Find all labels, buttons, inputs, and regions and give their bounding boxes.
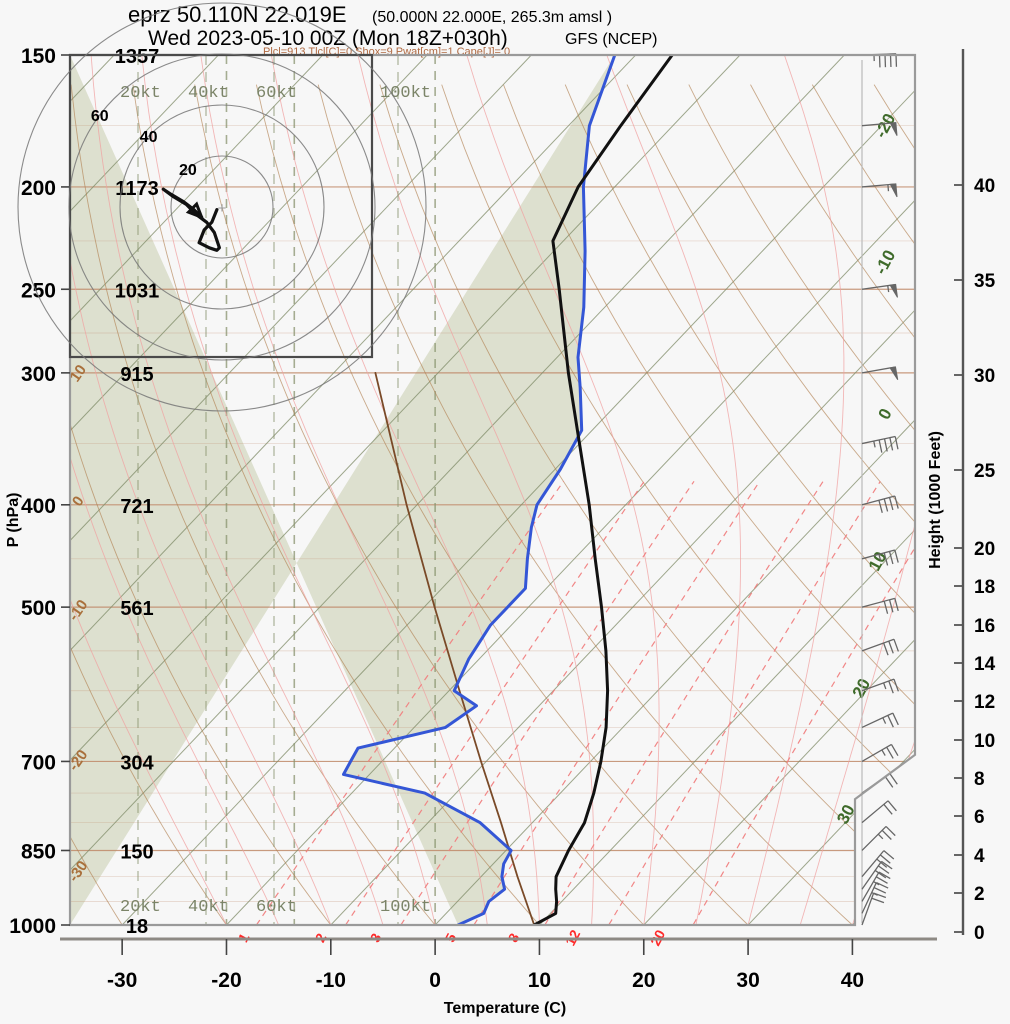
model-name: GFS (NCEP) [565, 31, 657, 48]
wind-barb [861, 860, 893, 890]
height-tick-label: 2 [974, 884, 985, 905]
sounding-parameters: Plcl=913 Tlcl[C]=0 Shox=9 Pwat[cm]=1 Cap… [263, 46, 510, 58]
wind-barb [861, 283, 898, 298]
pressure-tick-label: 250 [21, 279, 56, 302]
pressure-tick-label: 700 [21, 751, 56, 774]
wind-barb [861, 881, 889, 914]
height-tick-label: 30 [974, 366, 995, 387]
hodograph-ring [68, 53, 376, 361]
wind-speed-guide-label: 20kt [120, 84, 161, 103]
wind-barb [861, 678, 900, 694]
temperature-profile-line [532, 55, 674, 925]
pressure-tick-label: 850 [21, 840, 56, 863]
height-value-label: 915 [120, 364, 153, 386]
height-tick-label: 35 [974, 271, 996, 292]
height-tick-label: 18 [974, 577, 995, 598]
wind-barb [861, 495, 899, 513]
hodograph-inset[interactable]: 20 40 60 + [17, 2, 427, 412]
height-tick-label: 14 [974, 654, 996, 675]
wind-barb [861, 366, 899, 381]
hodograph-ring-label: 40 [140, 129, 158, 146]
wind-barb [861, 825, 896, 851]
x-axis-title: Temperature (C) [444, 1000, 566, 1017]
wind-barb [861, 743, 899, 762]
temperature-tick-label: -10 [316, 969, 346, 992]
height-tick-label: 12 [974, 692, 995, 713]
station-title: eprz 50.110N 22.019E [128, 2, 347, 27]
wind-speed-guide-label: 60kt [256, 898, 297, 917]
wind-barb [861, 122, 898, 136]
wind-speed-guide-label: 100kt [380, 84, 431, 103]
profile-curves [342, 55, 674, 925]
height-tick-label: 40 [974, 176, 995, 197]
right-axis-title: Height (1000 Feet) [927, 431, 944, 569]
wind-barb [861, 183, 898, 198]
wind-speed-guide-label: 40kt [188, 898, 229, 917]
pressure-tick-label: 150 [21, 45, 56, 68]
height-tick-label: 6 [974, 807, 985, 828]
temperature-tick-label: -20 [211, 969, 241, 992]
station-coords: (50.000N 22.000E, 265.3m amsl ) [372, 9, 612, 26]
wind-barb [861, 871, 891, 902]
wind-barb [861, 549, 899, 566]
pressure-tick-label: 200 [21, 177, 56, 200]
pressure-tick-label: 1000 [9, 915, 56, 938]
hodograph-ring [170, 155, 274, 259]
height-value-label: 561 [120, 598, 153, 620]
dry-adiabat-lines [70, 84, 915, 925]
wind-speed-guide-label: 20kt [120, 898, 161, 917]
y-axis-title: P (hPa) [5, 493, 22, 548]
height-tick-label: 25 [974, 461, 996, 482]
hodograph-frame [68, 53, 374, 359]
height-value-label: 18 [126, 916, 148, 938]
wind-barb [861, 712, 899, 729]
pressure-tick-label: 400 [21, 495, 56, 518]
height-value-label: 150 [120, 841, 153, 863]
height-tick-label: 10 [974, 731, 995, 752]
height-value-label: 1031 [115, 280, 160, 302]
pressure-tick-label: 300 [21, 363, 56, 386]
temperature-tick-label: -30 [107, 969, 137, 992]
height-tick-label: 4 [974, 846, 985, 867]
wind-speed-guide-label: 60kt [256, 84, 297, 103]
height-tick-label: 20 [974, 539, 995, 560]
wind-barb [861, 638, 900, 656]
hodograph-arrow-icon [185, 201, 205, 220]
temperature-tick-label: 40 [841, 969, 864, 992]
wind-speed-guide-label: 40kt [188, 84, 229, 103]
wind-barb [861, 850, 895, 878]
wind-barb [861, 800, 897, 824]
hodograph-ring-label: 20 [179, 162, 197, 179]
wind-speed-guides [137, 55, 399, 925]
temperature-tick-label: 0 [429, 969, 441, 992]
hodograph-track [161, 187, 221, 252]
height-tick-label: 8 [974, 769, 985, 790]
hodograph-ring-label: 60 [91, 108, 109, 125]
temperature-tick-label: 10 [528, 969, 551, 992]
dry-adiabat-label: 10 [67, 362, 90, 385]
wind-barb [861, 435, 899, 453]
temperature-tick-label: 30 [736, 969, 759, 992]
height-value-label: 721 [120, 496, 153, 518]
hodograph-ring [17, 2, 427, 412]
height-value-label: 304 [120, 752, 154, 774]
temperature-tick-label: 20 [632, 969, 655, 992]
hodograph-ring [119, 104, 325, 310]
valid-time: Wed 2023-05-10 00Z (Mon 18Z+030h) [148, 27, 508, 50]
mixing-ratio-lines [249, 480, 915, 925]
hodograph-center-marker: + [218, 200, 227, 217]
height-tick-label: 0 [974, 923, 985, 944]
pressure-tick-label: 500 [21, 597, 56, 620]
wind-barb [861, 597, 899, 614]
height-value-label: 1173 [115, 178, 158, 200]
dewpoint-profile-line [342, 55, 617, 925]
wind-speed-guide-label: 100kt [380, 898, 431, 917]
height-value-label: 1357 [115, 46, 160, 68]
height-tick-label: 16 [974, 616, 995, 637]
parcel-profile-line [374, 371, 536, 925]
